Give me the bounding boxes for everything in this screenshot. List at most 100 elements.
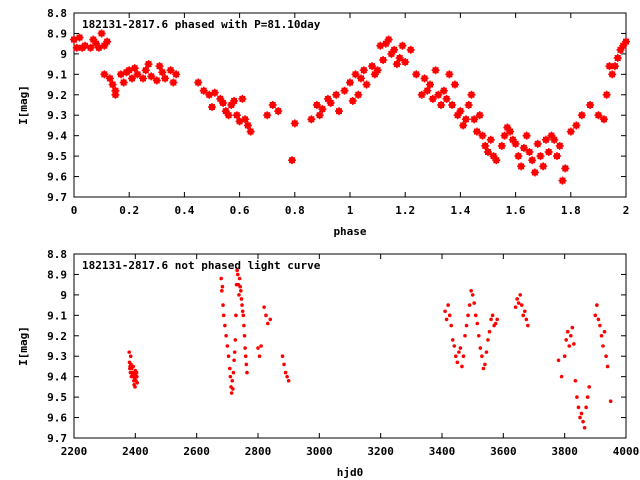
data-point xyxy=(473,313,478,318)
data-point xyxy=(490,313,495,318)
plot-frame xyxy=(73,253,627,439)
data-point xyxy=(232,350,237,354)
y-tick-label: 9.6 xyxy=(47,171,67,184)
data-point xyxy=(234,313,238,318)
data-point xyxy=(556,358,561,363)
data-point xyxy=(467,303,472,307)
data-point xyxy=(584,405,588,410)
x-tick-label: 2800 xyxy=(245,445,272,458)
data-point xyxy=(564,338,568,342)
y-tick-label: 9.7 xyxy=(47,191,67,204)
x-tick-label: 0.4 xyxy=(174,204,194,217)
data-point xyxy=(598,323,602,328)
data-point xyxy=(228,374,233,379)
plot-title: 182131-2817.6 phased with P=81.10day xyxy=(82,18,321,31)
data-points xyxy=(127,268,613,430)
data-point xyxy=(221,313,226,318)
data-point xyxy=(127,350,131,354)
x-axis-label: phase xyxy=(333,225,366,238)
data-point xyxy=(230,378,235,383)
y-tick-label: 9 xyxy=(60,48,67,61)
plot-title: 182131-2817.6 not phased light curve xyxy=(82,259,321,272)
data-point xyxy=(444,317,449,322)
data-point xyxy=(134,370,139,375)
x-tick-label: 1 xyxy=(347,204,354,217)
data-point xyxy=(220,284,225,289)
data-point xyxy=(227,366,232,371)
data-point xyxy=(449,323,454,328)
data-point xyxy=(224,333,228,338)
x-tick-label: 0 xyxy=(71,204,78,217)
data-point xyxy=(477,333,481,338)
y-tick-label: 9 xyxy=(60,289,67,302)
data-point xyxy=(257,354,262,359)
x-tick-label: 3200 xyxy=(367,445,394,458)
x-tick-label: 2 xyxy=(623,204,630,217)
data-point xyxy=(518,293,522,297)
data-point xyxy=(570,325,575,330)
y-tick-label: 9.2 xyxy=(47,89,67,102)
unphased-light-curve-plot: 2200 2400 2600 2800 3000 3200 3400 3600 3800 4000… xyxy=(17,248,639,479)
data-point xyxy=(578,415,582,420)
data-point xyxy=(604,354,608,359)
x-tick-label: 4000 xyxy=(613,445,640,458)
data-point xyxy=(233,338,238,342)
data-point xyxy=(593,313,598,318)
data-point xyxy=(463,333,467,338)
data-point xyxy=(489,317,493,322)
data-point xyxy=(466,313,470,318)
data-point xyxy=(587,385,591,389)
data-point xyxy=(221,303,225,307)
data-point xyxy=(585,395,590,399)
x-tick-label: 3000 xyxy=(306,445,333,458)
y-tick-label: 9.4 xyxy=(47,130,67,143)
data-point xyxy=(478,346,483,350)
x-tick-label: 0.6 xyxy=(230,204,250,217)
data-point xyxy=(515,297,519,301)
data-point xyxy=(220,289,224,293)
data-point xyxy=(567,344,572,348)
x-axis-label: hjd0 xyxy=(337,466,364,479)
data-point xyxy=(523,309,527,314)
data-point xyxy=(483,362,487,367)
data-point xyxy=(286,378,291,383)
data-point xyxy=(243,346,247,350)
data-point xyxy=(484,350,489,354)
data-point xyxy=(133,385,137,389)
data-point xyxy=(237,293,241,297)
x-tick-label: 1.8 xyxy=(561,204,581,217)
data-point xyxy=(581,419,585,424)
data-point xyxy=(135,381,139,385)
data-point xyxy=(513,305,518,309)
data-point xyxy=(446,303,450,307)
data-point xyxy=(239,297,244,301)
data-point xyxy=(266,321,270,326)
data-point xyxy=(259,344,263,348)
data-point xyxy=(232,358,236,363)
y-tick-label: 9.1 xyxy=(47,309,67,322)
data-point xyxy=(602,329,607,334)
data-point xyxy=(576,405,581,410)
x-tick-label: 2400 xyxy=(122,445,149,458)
data-point xyxy=(262,305,266,309)
data-points xyxy=(70,29,630,185)
data-point xyxy=(487,329,492,334)
data-point xyxy=(470,293,475,297)
x-tick-label: 3600 xyxy=(490,445,517,458)
y-tick-label: 9.4 xyxy=(47,371,67,384)
data-point xyxy=(231,387,235,391)
y-tick-label: 9.5 xyxy=(47,150,67,163)
x-tick-label: 1.2 xyxy=(395,204,415,217)
data-point xyxy=(472,301,477,305)
data-point xyxy=(524,317,529,322)
data-point xyxy=(229,391,234,395)
data-point xyxy=(573,378,578,383)
data-point xyxy=(242,333,247,338)
data-point xyxy=(241,313,246,318)
data-point xyxy=(526,323,530,328)
data-point xyxy=(559,374,564,379)
data-point xyxy=(562,354,567,359)
phased-light-curve-plot: 0 0.2 0.4 0.6 0.8 1 1.2 1.4 1.6 1.8 2 8.8 8.9 9 9.1 9.2… xyxy=(17,7,630,238)
data-point xyxy=(243,354,248,359)
data-point xyxy=(575,395,579,399)
